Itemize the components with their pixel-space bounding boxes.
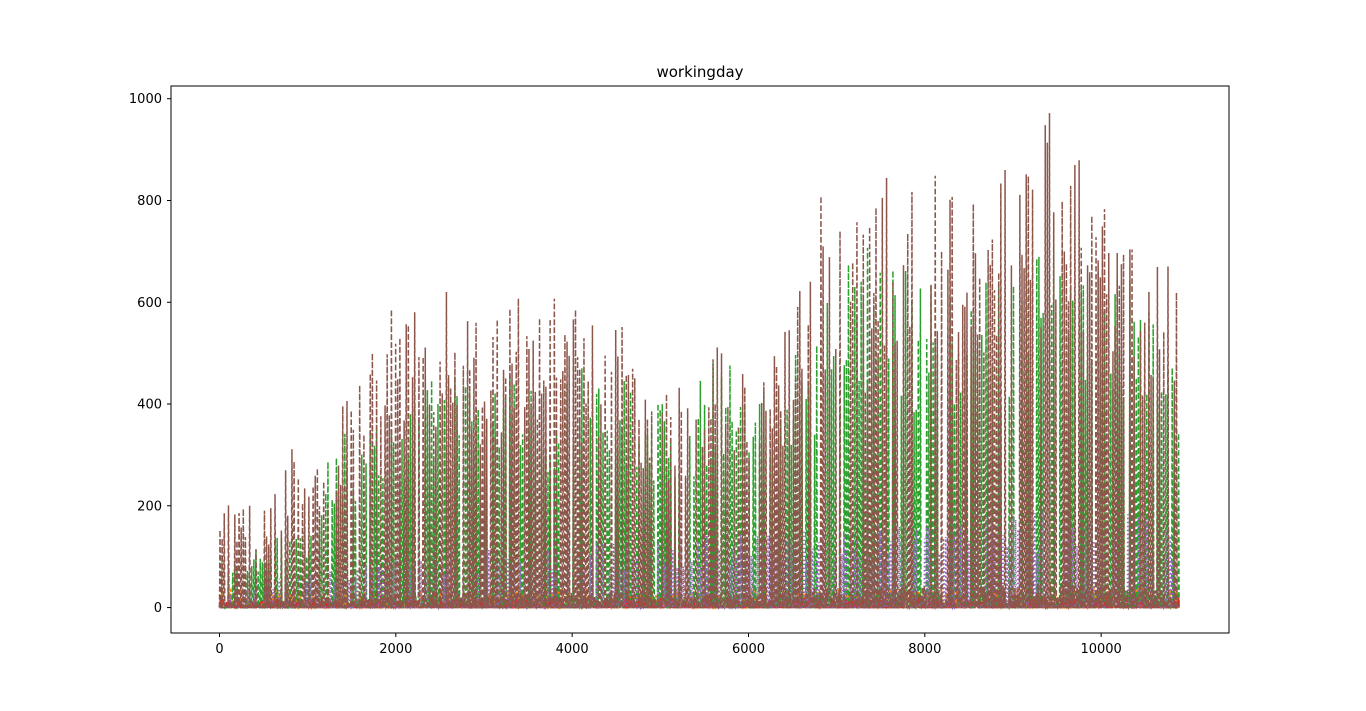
series-line-5 [218,113,1180,611]
plot-area [218,113,1180,611]
y-tick-label: 0 [154,601,162,616]
axes-frame [170,85,1230,634]
y-tick-label: 600 [137,296,162,311]
y-tick-label: 800 [137,194,162,209]
y-tick-label: 200 [137,499,162,514]
y-tick-label: 1000 [129,92,162,107]
x-tick-label: 8000 [908,642,941,657]
axis-ticks: 0 2000 4000 6000 8000 10000 0 200 400 600 800 1000 [129,92,1122,657]
y-tick-label: 400 [137,398,162,413]
x-tick-label: 4000 [556,642,589,657]
x-tick-label: 6000 [732,642,765,657]
x-tick-label: 10000 [1080,642,1121,657]
x-tick-label: 2000 [379,642,412,657]
x-tick-label: 0 [215,642,223,657]
chart-title: workingday [656,63,743,81]
